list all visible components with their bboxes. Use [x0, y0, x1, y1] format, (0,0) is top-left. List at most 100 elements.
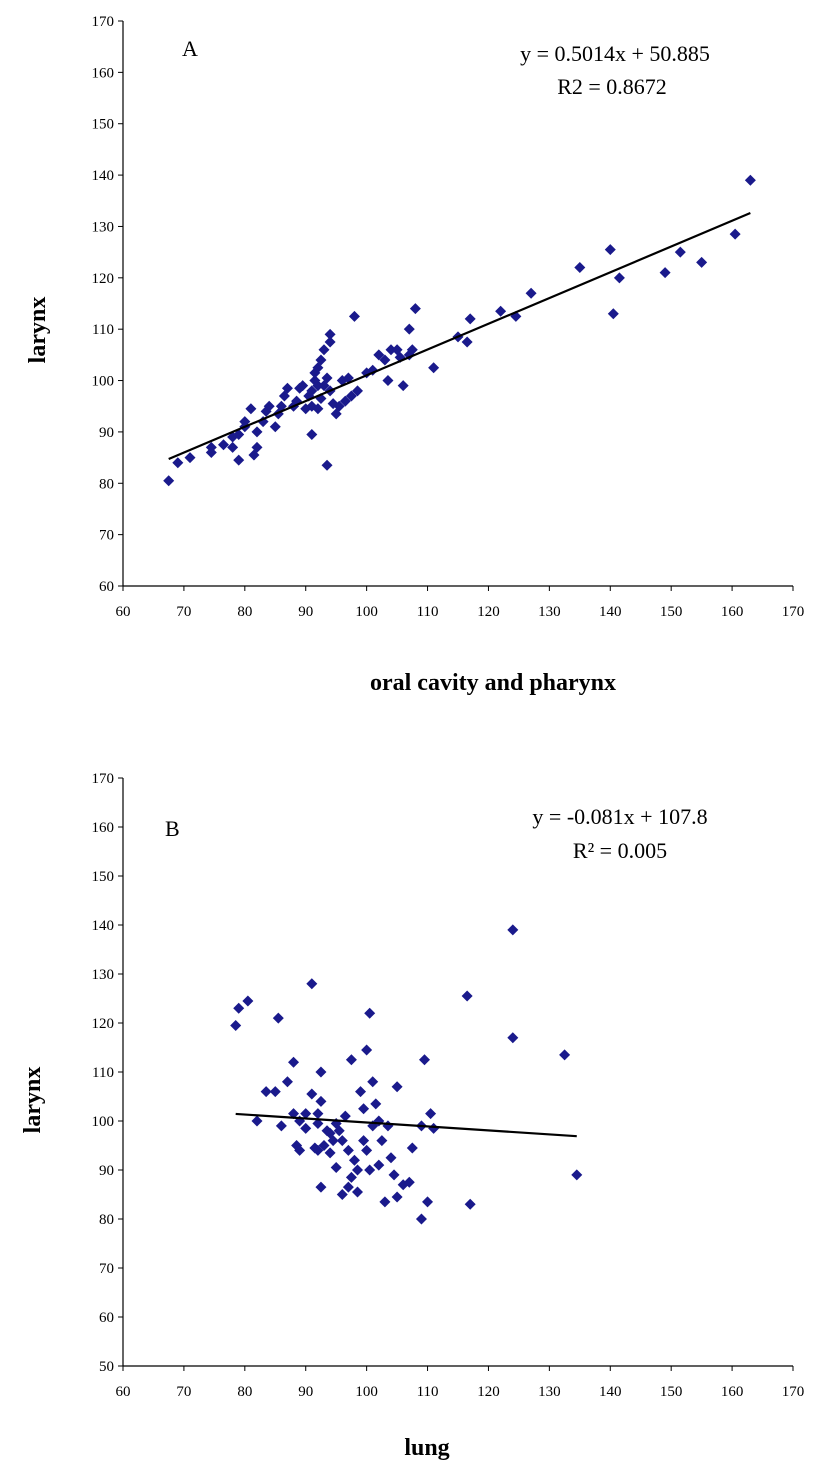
scatter-point	[184, 452, 196, 464]
scatter-point	[288, 1056, 300, 1068]
y-tick-label: 140	[92, 168, 115, 184]
scatter-point	[428, 1122, 440, 1134]
scatter-point	[312, 1117, 324, 1129]
scatter-point	[242, 995, 254, 1007]
scatter-point	[342, 1144, 354, 1156]
scatter-point	[339, 1110, 351, 1122]
scatter-point	[269, 1086, 281, 1098]
scatter-point	[461, 990, 473, 1002]
scatter-point	[336, 1135, 348, 1147]
y-tick-label: 120	[92, 1016, 115, 1032]
y-tick-label: 110	[92, 322, 114, 338]
y-axis-ticks-b: 50 60 70 80 90 100 110 120 130 140 150 160 170	[92, 771, 123, 1375]
axes-b	[122, 778, 793, 1367]
x-tick-label: 100	[355, 1384, 378, 1400]
scatter-point	[571, 1169, 583, 1181]
scatter-point	[163, 475, 175, 487]
scatter-point	[239, 416, 251, 428]
scatter-point	[251, 426, 263, 438]
scatter-point	[345, 1054, 357, 1066]
scatter-point	[382, 375, 394, 387]
scatter-point	[245, 403, 257, 415]
r-squared-a: R2 = 0.8672	[557, 74, 667, 99]
scatter-point	[251, 441, 263, 453]
x-tick-label: 90	[298, 604, 313, 620]
x-axis-ticks-b: 60 70 80 90 100 110 120 130 140 150 160 170	[116, 1366, 804, 1400]
scatter-point	[367, 1076, 379, 1088]
scatter-point	[613, 272, 625, 284]
scatter-point	[428, 362, 440, 374]
scatter-point	[364, 1007, 376, 1019]
x-tick-label: 110	[417, 1384, 439, 1400]
scatter-point	[373, 349, 385, 361]
scatter-point	[379, 1196, 391, 1208]
scatter-point	[297, 380, 309, 392]
scatter-point	[233, 454, 245, 466]
y-tick-label: 60	[99, 1310, 114, 1326]
y-tick-label: 120	[92, 271, 115, 287]
scatter-point	[385, 1152, 397, 1164]
scatter-point	[321, 459, 333, 471]
y-tick-label: 90	[99, 425, 114, 441]
scatter-point	[352, 1164, 363, 1176]
scatter-point	[269, 421, 281, 433]
scatter-point	[373, 1159, 385, 1171]
trendline-a	[168, 212, 751, 460]
x-tick-label: 110	[417, 604, 439, 620]
scatter-point	[272, 1012, 284, 1024]
scatter-point	[559, 1049, 571, 1061]
scatter-point	[300, 1108, 312, 1120]
y-tick-label: 160	[92, 65, 115, 81]
scatter-point	[275, 1120, 287, 1132]
scatter-point	[352, 385, 363, 397]
scatter-point	[406, 1142, 418, 1154]
scatter-point	[315, 354, 327, 366]
x-tick-label: 130	[538, 1384, 561, 1400]
scatter-point	[281, 382, 293, 394]
scatter-point	[345, 1171, 357, 1183]
y-tick-label: 150	[92, 117, 115, 133]
scatter-point	[388, 1169, 400, 1181]
y-axis-ticks-a: 60 70 80 90 100 110 120 130 140 150 160 170	[92, 14, 123, 595]
x-tick-label: 80	[237, 604, 252, 620]
y-tick-label: 130	[92, 967, 115, 983]
scatter-point	[218, 439, 229, 451]
scatter-point	[263, 400, 275, 412]
trendline-line-a	[168, 212, 751, 460]
scatter-point	[397, 380, 409, 392]
scatter-point	[315, 1066, 327, 1078]
scatter-point	[744, 174, 756, 186]
scatter-point	[333, 1125, 345, 1137]
r-squared-b: R² = 0.005	[573, 838, 667, 863]
x-tick-label: 70	[176, 1384, 191, 1400]
scatter-point	[361, 1144, 373, 1156]
scatter-point	[607, 308, 619, 320]
x-tick-label: 60	[116, 604, 131, 620]
scatter-point	[324, 1147, 336, 1159]
panel-label-b: B	[165, 816, 180, 841]
scatter-point	[348, 310, 360, 322]
scatter-point	[345, 390, 357, 402]
scatter-point	[391, 1191, 403, 1203]
scatter-point	[659, 267, 671, 279]
scatter-point	[318, 1140, 330, 1151]
y-axis-title-b: larynx	[20, 1067, 46, 1134]
y-tick-label: 110	[92, 1065, 114, 1081]
scatter-point	[306, 385, 318, 397]
scatter-point	[425, 1108, 437, 1120]
y-tick-label: 90	[99, 1163, 114, 1179]
y-tick-label: 140	[92, 918, 115, 934]
scatter-point	[324, 336, 336, 348]
y-tick-label: 100	[92, 374, 115, 390]
scatter-points-a	[163, 174, 756, 487]
scatter-point	[342, 1181, 354, 1193]
scatter-point	[306, 1088, 318, 1100]
scatter-point	[355, 1086, 367, 1098]
scatter-point	[403, 1176, 415, 1188]
scatter-point	[409, 303, 421, 315]
y-tick-label: 170	[92, 14, 115, 30]
scatter-point	[172, 457, 184, 469]
x-axis-title-b: lung	[404, 1435, 449, 1461]
x-tick-label: 130	[538, 604, 561, 620]
